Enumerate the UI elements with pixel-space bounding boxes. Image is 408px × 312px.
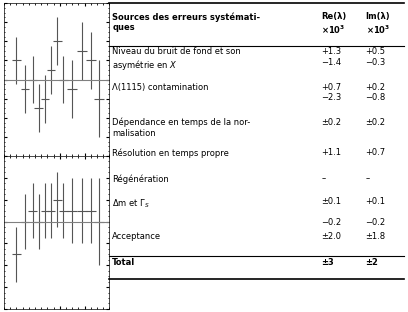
Text: Λ(1115) contamination: Λ(1115) contamination [112, 83, 209, 92]
Text: ±0.2: ±0.2 [322, 118, 341, 127]
Text: ±1.8: ±1.8 [366, 232, 386, 241]
Text: +0.5
−0.3: +0.5 −0.3 [366, 47, 386, 67]
Text: Régénération: Régénération [112, 174, 169, 184]
Text: ±2.0: ±2.0 [322, 232, 341, 241]
Text: ±2: ±2 [366, 258, 379, 267]
Text: +0.1

−0.2: +0.1 −0.2 [366, 197, 386, 227]
Text: Acceptance: Acceptance [112, 232, 162, 241]
Text: –: – [366, 174, 370, 183]
Text: +1.1: +1.1 [322, 149, 341, 157]
Text: Im(λ)
×$\mathbf{10^3}$: Im(λ) ×$\mathbf{10^3}$ [366, 12, 390, 36]
Text: Total: Total [112, 258, 135, 267]
Text: ±0.2: ±0.2 [366, 118, 386, 127]
Text: Sources des erreurs systémati-
ques: Sources des erreurs systémati- ques [112, 12, 260, 32]
Text: Niveau du bruit de fond et son
asymétrie en $X$: Niveau du bruit de fond et son asymétrie… [112, 47, 241, 72]
Text: +0.2
−0.8: +0.2 −0.8 [366, 83, 386, 102]
Text: Re(λ)
×$\mathbf{10^3}$: Re(λ) ×$\mathbf{10^3}$ [322, 12, 347, 36]
Text: –: – [322, 174, 326, 183]
Text: Dépendance en temps de la nor-
malisation: Dépendance en temps de la nor- malisatio… [112, 118, 251, 138]
Text: ±0.1

−0.2: ±0.1 −0.2 [322, 197, 341, 227]
Text: ±3: ±3 [322, 258, 334, 267]
Text: +0.7
−2.3: +0.7 −2.3 [322, 83, 341, 102]
Text: +0.7: +0.7 [366, 149, 386, 157]
Text: Résolution en temps propre: Résolution en temps propre [112, 149, 229, 158]
Text: Δm et $\Gamma_S$: Δm et $\Gamma_S$ [112, 197, 150, 210]
Text: +1.3
−1.4: +1.3 −1.4 [322, 47, 341, 67]
